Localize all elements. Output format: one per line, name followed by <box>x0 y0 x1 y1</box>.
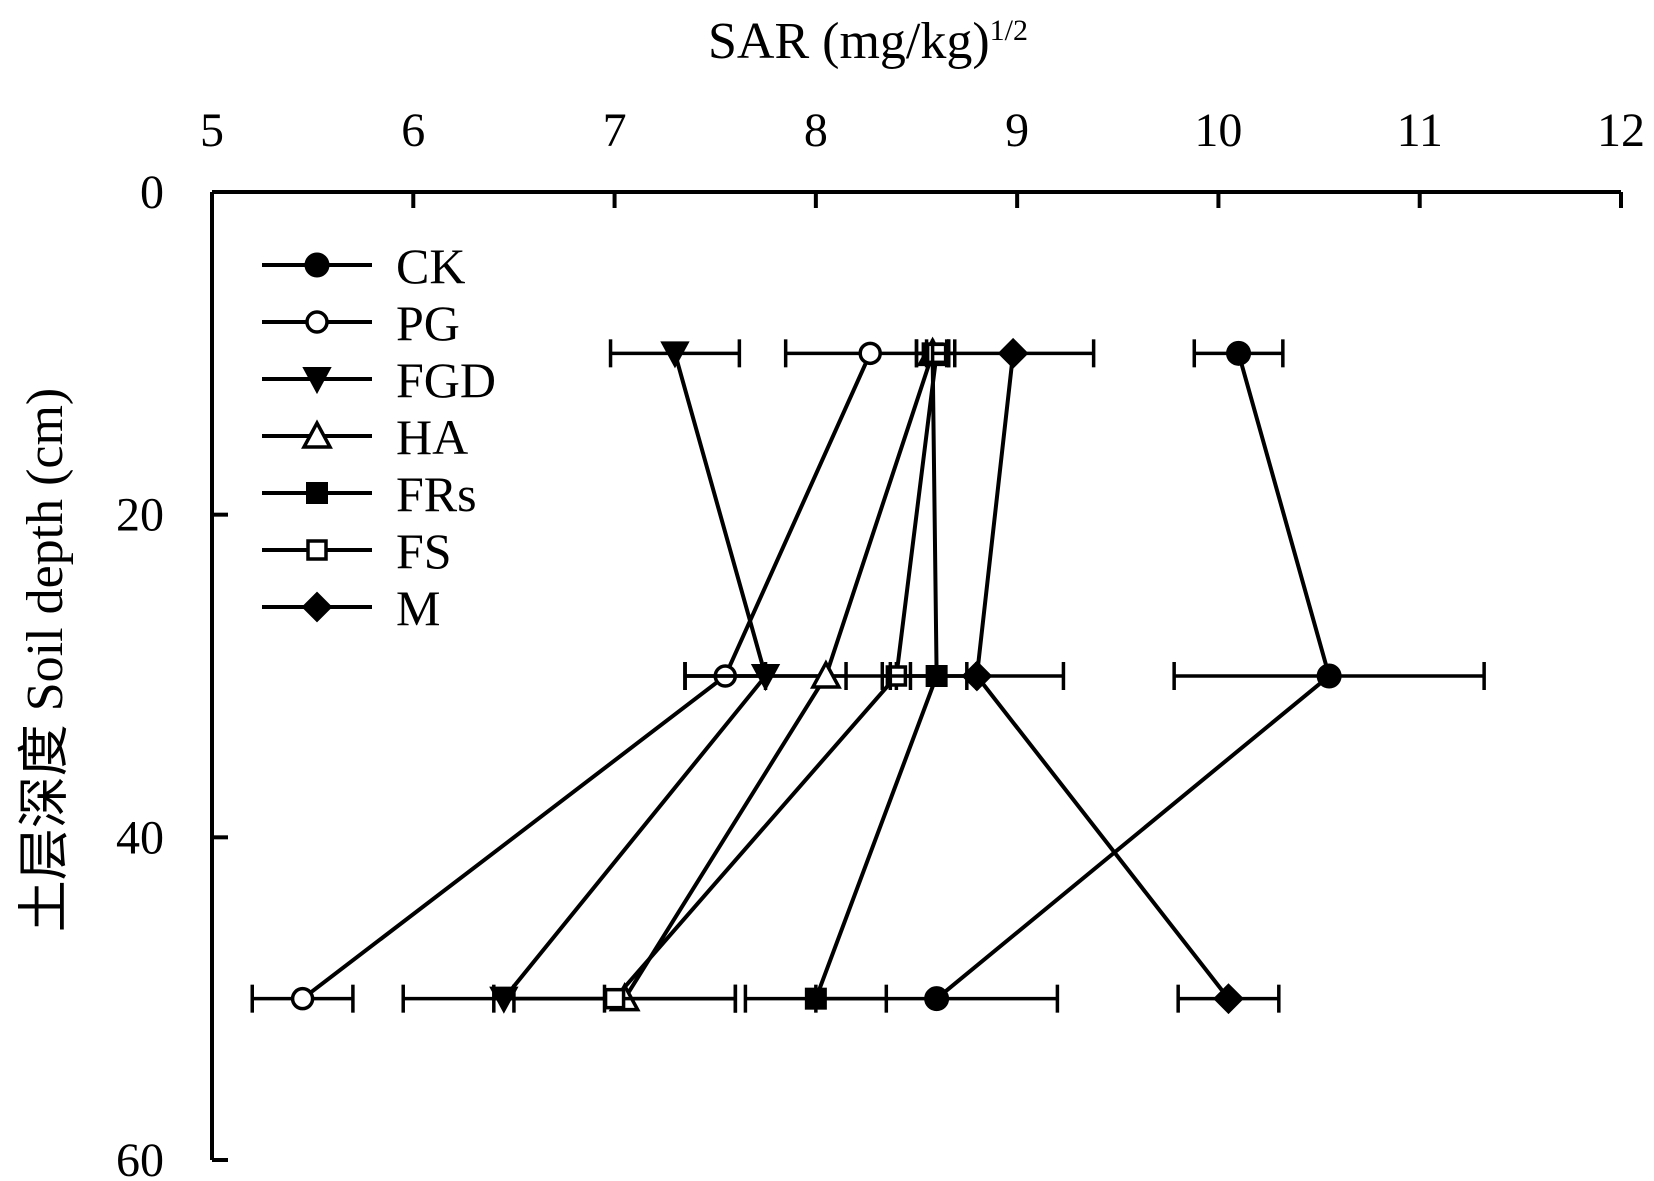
x-tick-label: 5 <box>200 104 224 157</box>
legend-label: FGD <box>396 352 496 408</box>
x-tick-label: 9 <box>1005 104 1029 157</box>
marker-square-open <box>306 539 328 561</box>
y-axis-title: 土层深度 Soil depth (cm) <box>17 388 74 933</box>
y-tick-label: 0 <box>140 166 164 219</box>
x-tick-label: 12 <box>1597 104 1645 157</box>
series-m <box>888 337 1281 1015</box>
marker-circle-open <box>858 341 882 366</box>
marker-circle-filled <box>304 252 330 278</box>
marker-circle-filled <box>1226 340 1252 366</box>
x-tick-label: 8 <box>804 104 828 157</box>
legend-label: FS <box>396 523 452 579</box>
x-axis-title-sup: 1/2 <box>990 14 1028 47</box>
marker-square-filled <box>306 482 328 504</box>
legend-item-ha: HA <box>262 409 468 465</box>
legend-label: FRs <box>396 466 477 522</box>
legend-item-frs: FRs <box>262 466 477 522</box>
x-tick-label: 10 <box>1194 104 1242 157</box>
x-tick-label: 6 <box>401 104 425 157</box>
y-ticks: 0 20 40 60 <box>116 166 228 1181</box>
legend-label: HA <box>396 409 468 465</box>
axes <box>210 190 1621 1160</box>
marker-square-filled <box>804 987 827 1010</box>
marker-triangle-up-open <box>809 659 842 689</box>
marker-circle-open <box>290 986 315 1011</box>
legend-label: CK <box>396 238 465 294</box>
y-tick-label: 40 <box>116 811 164 864</box>
marker-circle-filled <box>924 986 950 1012</box>
legend-item-fs: FS <box>262 523 452 579</box>
marker-square-open <box>603 987 626 1010</box>
y-tick-label: 20 <box>116 489 164 542</box>
y-tick-label: 60 <box>116 1134 164 1181</box>
marker-diamond-filled <box>1213 983 1244 1015</box>
x-axis-title-main: SAR (mg/kg) <box>708 13 990 70</box>
marker-triangle-down-filled <box>660 341 690 369</box>
marker-circle-open <box>305 310 329 334</box>
series-group <box>250 336 1486 1015</box>
legend-item-m: M <box>262 580 440 636</box>
legend-label: M <box>396 580 440 636</box>
legend-item-fgd: FGD <box>262 352 496 408</box>
legend-label: PG <box>396 295 460 351</box>
marker-circle-filled <box>1316 663 1342 689</box>
x-tick-label: 11 <box>1397 104 1443 157</box>
x-tick-label: 7 <box>603 104 627 157</box>
marker-triangle-down-filled <box>302 367 332 395</box>
marker-diamond-filled <box>301 591 333 623</box>
x-ticks: 5 6 7 8 9 10 11 12 <box>200 104 1645 208</box>
marker-triangle-up-open <box>301 419 333 449</box>
legend-item-ck: CK <box>262 238 465 294</box>
marker-diamond-filled <box>997 337 1029 369</box>
x-axis-title: SAR (mg/kg)1/2 <box>708 13 1028 70</box>
legend-item-pg: PG <box>262 295 460 351</box>
marker-diamond-filled <box>961 660 993 692</box>
